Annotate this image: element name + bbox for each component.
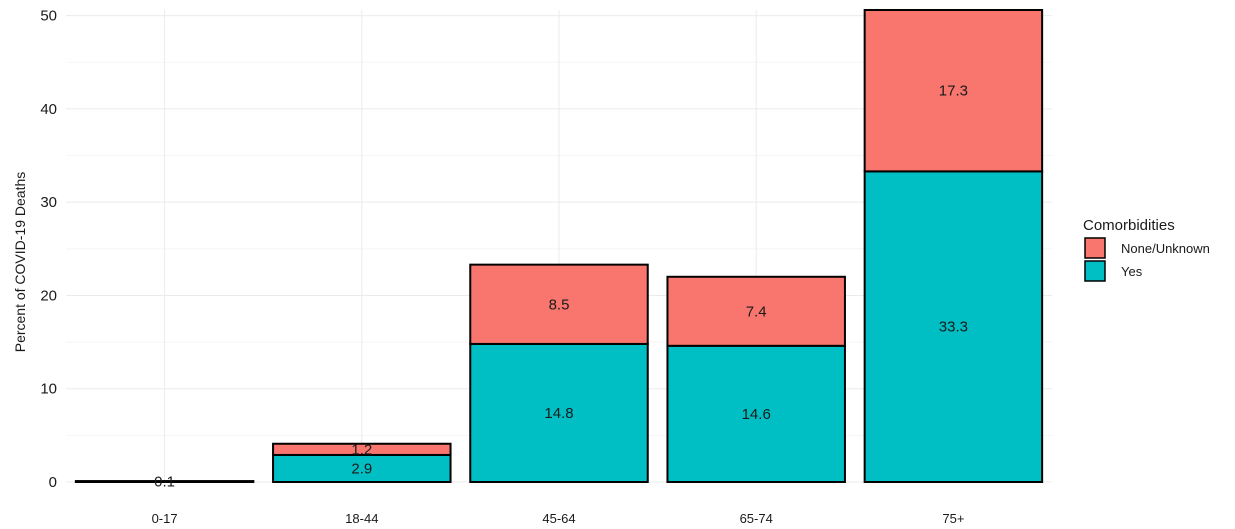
bar-yes-65-74	[666, 344, 846, 483]
bar-data-label: 0.1	[154, 474, 175, 491]
bar-yes-75+	[863, 170, 1044, 483]
x-tick-label: 18-44	[345, 511, 378, 526]
legend: Comorbidities None/Unknown Yes	[1083, 217, 1210, 282]
y-tick-label: 40	[40, 101, 57, 118]
bar-data-label: 2.9	[351, 460, 372, 477]
bar-none-unknown-18-44	[272, 442, 452, 456]
x-axis-ticks: 0-17 18-44 45-64 65-74 75+	[152, 511, 965, 526]
bar-data-label: 7.4	[746, 303, 767, 320]
bar-yes-0-17	[74, 480, 255, 484]
y-tick-label: 50	[40, 8, 57, 25]
x-tick-label: 45-64	[542, 511, 575, 526]
bar-yes-45-64	[469, 342, 649, 483]
legend-label: Yes	[1121, 264, 1143, 279]
y-tick-label: 0	[49, 474, 57, 491]
legend-label: None/Unknown	[1121, 241, 1210, 256]
bar-data-label: 17.3	[939, 83, 968, 100]
y-tick-label: 20	[40, 287, 57, 304]
bar-labels: 0.1 2.9 14.8 14.6 33.3 1.2 8.5 7.4 17.3	[154, 83, 968, 491]
bar-data-label: 33.3	[939, 319, 968, 336]
y-tick-label: 10	[40, 381, 57, 398]
bar-data-label: 8.5	[549, 296, 570, 313]
y-axis-label: Percent of COVID-19 Deaths	[12, 172, 28, 353]
bar-none-unknown-65-74	[666, 275, 846, 347]
bar-data-label: 14.8	[544, 405, 573, 422]
bar-none-unknown-45-64	[469, 263, 649, 345]
bars	[74, 9, 1044, 484]
legend-swatch	[1084, 237, 1106, 259]
y-axis-ticks: 0 10 20 30 40 50	[40, 8, 57, 491]
bar-none-unknown-75+	[863, 9, 1044, 173]
x-tick-label: 0-17	[152, 511, 178, 526]
legend-swatch	[1084, 260, 1106, 282]
x-tick-label: 65-74	[740, 511, 773, 526]
y-tick-label: 30	[40, 194, 57, 211]
legend-title: Comorbidities	[1083, 217, 1175, 234]
x-tick-label: 75+	[942, 511, 964, 526]
bar-data-label: 1.2	[351, 441, 372, 458]
bar-data-label: 14.6	[742, 406, 771, 423]
